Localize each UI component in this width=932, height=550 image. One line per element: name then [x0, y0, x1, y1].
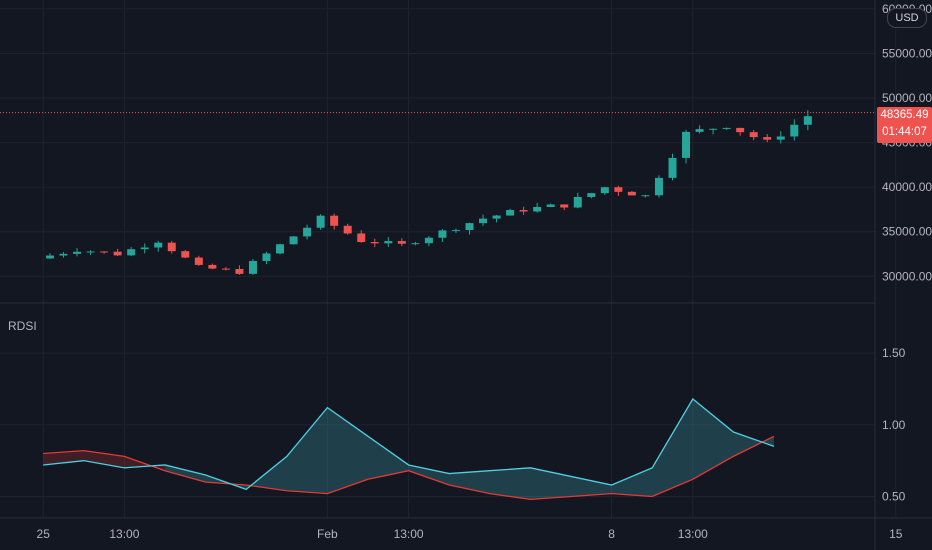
time-axis-label: 15 — [889, 527, 903, 541]
candle[interactable] — [451, 230, 460, 232]
candle[interactable] — [330, 215, 339, 226]
candle[interactable] — [695, 129, 704, 132]
candle[interactable] — [573, 196, 582, 208]
price-pane[interactable] — [0, 110, 875, 275]
indicator-pane[interactable] — [43, 398, 775, 501]
candle[interactable] — [654, 177, 663, 196]
indicator-label: RDSI — [8, 319, 37, 333]
candle[interactable] — [100, 251, 109, 253]
candle[interactable] — [803, 116, 812, 125]
candle[interactable] — [59, 253, 68, 256]
candle[interactable] — [411, 243, 420, 245]
rdsi-fill — [571, 476, 612, 497]
rdsi-fill — [408, 464, 450, 486]
rdsi-fill — [368, 436, 409, 480]
candle[interactable] — [45, 255, 54, 259]
candle[interactable] — [262, 253, 271, 261]
indicator-axis-label: 1.00 — [882, 418, 906, 432]
rdsi-fill — [165, 464, 206, 483]
candle[interactable] — [627, 191, 636, 196]
candle[interactable] — [519, 210, 528, 212]
candle[interactable] — [194, 257, 203, 265]
candle[interactable] — [736, 127, 745, 133]
price-axis-label: 50000.00 — [882, 91, 932, 105]
candle[interactable] — [113, 251, 122, 256]
rdsi-series-red-line[interactable] — [43, 435, 775, 501]
candle[interactable] — [614, 187, 623, 192]
candle[interactable] — [587, 193, 596, 197]
candle[interactable] — [140, 247, 149, 250]
candle[interactable] — [709, 128, 718, 130]
candle[interactable] — [73, 251, 82, 254]
candle[interactable] — [316, 215, 325, 228]
candle[interactable] — [248, 260, 257, 274]
time-axis-label: 13:00 — [678, 527, 708, 541]
candle[interactable] — [668, 157, 677, 178]
last-price-value: 48365.49 — [880, 109, 929, 121]
candle[interactable] — [303, 227, 312, 237]
last-price-tag: 48365.49 01:44:07 — [877, 107, 932, 143]
rdsi-fill — [449, 470, 490, 494]
candle[interactable] — [397, 241, 406, 244]
candle[interactable] — [790, 124, 799, 137]
candle[interactable] — [749, 132, 758, 138]
indicator-axis-label: 0.50 — [882, 490, 906, 504]
candle[interactable] — [600, 187, 609, 194]
grid-lines — [0, 0, 897, 518]
time-axis-label: 13:00 — [109, 527, 139, 541]
candle[interactable] — [546, 204, 555, 207]
candle[interactable] — [641, 195, 650, 197]
candle[interactable] — [438, 230, 447, 238]
candle[interactable] — [560, 204, 569, 208]
rdsi-series-cyan-line[interactable] — [43, 398, 775, 491]
candle[interactable] — [208, 264, 217, 269]
indicator-axis-label: 1.50 — [882, 346, 906, 360]
price-axis-label: 35000.00 — [882, 225, 932, 239]
time-axis-label: 25 — [37, 527, 51, 541]
candle[interactable] — [479, 218, 488, 224]
candle[interactable] — [221, 268, 230, 270]
time-axis-label: Feb — [317, 527, 338, 541]
rdsi-fill — [692, 399, 734, 480]
price-axis-label: 30000.00 — [882, 269, 932, 283]
candle[interactable] — [682, 131, 691, 158]
time-axis-label: 13:00 — [394, 527, 424, 541]
candle[interactable] — [384, 241, 393, 244]
rdsi-fill — [611, 467, 653, 497]
candle[interactable] — [424, 237, 433, 244]
rdsi-fill — [489, 467, 531, 500]
price-axis-label: 55000.00 — [882, 46, 932, 60]
candle[interactable] — [763, 137, 772, 140]
candle[interactable] — [357, 233, 366, 243]
candle[interactable] — [492, 215, 501, 219]
candle[interactable] — [181, 251, 190, 258]
candle[interactable] — [235, 268, 244, 274]
rdsi-fill — [530, 467, 571, 500]
time-axis-label: 8 — [608, 527, 615, 541]
candle[interactable] — [722, 127, 731, 129]
candle[interactable] — [276, 244, 285, 254]
rdsi-fill — [652, 399, 693, 497]
rdsi-fill — [733, 432, 774, 457]
candle[interactable] — [465, 223, 474, 231]
candle[interactable] — [127, 249, 136, 256]
countdown-timer: 01:44:07 — [882, 126, 927, 138]
candle[interactable] — [154, 242, 163, 248]
candle[interactable] — [370, 242, 379, 244]
rdsi-fill — [286, 407, 328, 494]
candle[interactable] — [506, 210, 515, 216]
candle[interactable] — [776, 136, 785, 140]
candle[interactable] — [167, 242, 176, 252]
candle[interactable] — [343, 225, 352, 234]
currency-button[interactable]: USD — [887, 8, 927, 28]
price-axis-label: 40000.00 — [882, 180, 932, 194]
candle[interactable] — [533, 206, 542, 212]
candle[interactable] — [289, 236, 298, 245]
candle[interactable] — [86, 251, 95, 253]
